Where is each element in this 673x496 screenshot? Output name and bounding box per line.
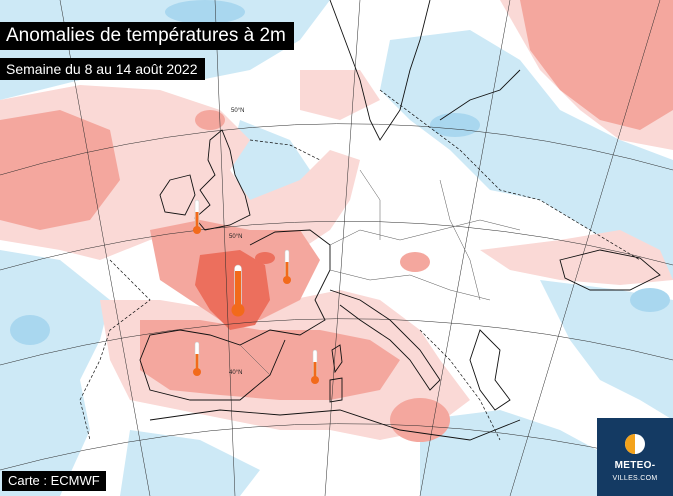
logo-line1: METEO-	[614, 460, 656, 471]
thermometer-uk	[193, 199, 201, 234]
warm-anomaly-strong-areas	[195, 250, 275, 330]
map-credit: Carte : ECMWF	[2, 471, 106, 491]
lat-label-50n-a: 50°N	[231, 108, 244, 114]
anomaly-contours	[79, 89, 641, 441]
cold-anomaly-strong-areas	[10, 0, 670, 345]
thermometer-spain	[193, 341, 201, 376]
lat-label-40n: 40°N	[229, 370, 242, 376]
map-subtitle: Semaine du 8 au 14 août 2022	[0, 58, 205, 80]
map-title: Anomalies de températures à 2m	[0, 22, 294, 50]
lat-label-50n-b: 50°N	[229, 234, 242, 240]
logo-line2: VILLES.COM	[612, 475, 658, 482]
thermometer-corsica	[311, 349, 319, 384]
thermometer-paris	[283, 249, 291, 284]
thermometer-west-france	[231, 264, 245, 317]
borders	[239, 169, 521, 376]
sun-moon-icon	[625, 434, 645, 454]
meteo-villes-logo[interactable]: METEO- VILLES.COM	[597, 418, 673, 496]
